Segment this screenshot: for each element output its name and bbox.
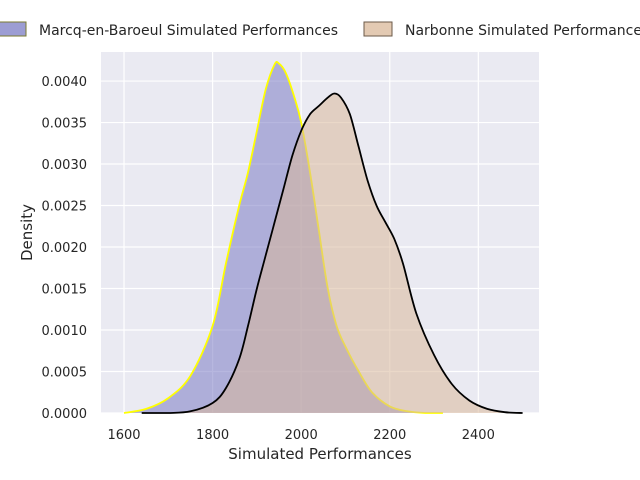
- legend-swatch-2: [363, 21, 393, 37]
- y-tick-label: 0.0010: [42, 324, 88, 339]
- y-axis-label: Density: [18, 204, 36, 261]
- legend-label-2: Narbonne Simulated Performances: [405, 23, 640, 39]
- legend-swatch-1: [0, 21, 27, 37]
- y-axis-ticks: 0.0000 0.0005 0.0010 0.0015 0.0020 0.0025 0.00…: [42, 75, 88, 422]
- y-tick-label: 0.0030: [42, 158, 88, 173]
- legend: Marcq-en-Baroeul Simulated Performances N…: [0, 21, 640, 39]
- x-tick-label: 2000: [285, 428, 318, 443]
- x-tick-label: 1600: [107, 428, 140, 443]
- y-tick-label: 0.0020: [42, 241, 88, 256]
- y-tick-label: 0.0015: [42, 283, 88, 298]
- x-axis-label: Simulated Performances: [228, 445, 412, 463]
- y-tick-label: 0.0035: [42, 117, 88, 132]
- legend-label-1: Marcq-en-Baroeul Simulated Performances: [39, 23, 338, 39]
- x-axis-ticks: 1600 1800 2000 2200 2400: [107, 428, 494, 443]
- density-line-2: [141, 92, 523, 414]
- y-tick-label: 0.0040: [42, 75, 88, 90]
- x-tick-label: 2400: [462, 428, 495, 443]
- x-tick-label: 2200: [373, 428, 406, 443]
- y-tick-label: 0.0005: [42, 366, 88, 381]
- y-tick-label: 0.0025: [42, 200, 88, 215]
- y-tick-label: 0.0000: [42, 407, 88, 422]
- x-tick-label: 1800: [196, 428, 229, 443]
- density-areas: [123, 61, 523, 414]
- density-area-2: [141, 93, 523, 413]
